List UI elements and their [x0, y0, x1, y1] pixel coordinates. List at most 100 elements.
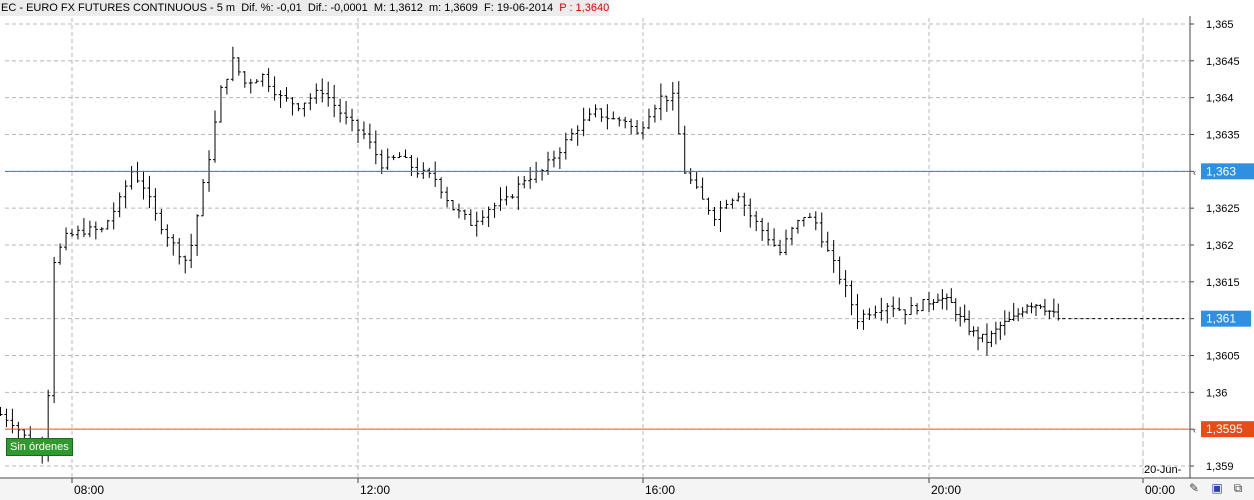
- price-bar: [754, 211, 759, 232]
- price-bar: [141, 170, 146, 200]
- price-bar: [171, 234, 176, 256]
- price-bar: [242, 71, 247, 88]
- price-bar: [456, 203, 461, 219]
- price-bar: [213, 110, 217, 163]
- price-bar: [825, 231, 830, 252]
- price-bar: [99, 227, 104, 233]
- price-bar: [1051, 298, 1056, 318]
- y-tick-label: 1,365: [1206, 19, 1234, 31]
- price-bar: [486, 206, 491, 227]
- header-symbol: EC: [1, 2, 17, 14]
- price-bar: [784, 229, 788, 256]
- price-bar: [522, 176, 527, 189]
- price-bar: [569, 128, 574, 141]
- price-bar: [224, 78, 229, 95]
- price-bar: [646, 108, 651, 130]
- price-bar: [1056, 303, 1061, 321]
- x-tick-label: 20:00: [931, 483, 961, 497]
- price-bar: [93, 221, 98, 240]
- price-bar: [940, 289, 945, 310]
- price-bar: [254, 79, 259, 84]
- x-tick-label: 16:00: [645, 483, 675, 497]
- price-bar: [492, 202, 497, 218]
- price-bar: [504, 186, 509, 206]
- price-bar: [706, 197, 711, 215]
- price-bar: [819, 212, 824, 248]
- price-bar: [314, 83, 319, 104]
- price-bar: [1016, 308, 1021, 322]
- price-bar: [332, 84, 337, 118]
- price-bar: [296, 102, 301, 112]
- price-bar: [617, 116, 622, 127]
- price-bar: [873, 305, 878, 319]
- price-bar: [451, 200, 455, 211]
- price-bar: [159, 209, 164, 235]
- price-bar: [52, 256, 57, 403]
- y-tick-label: 1,3645: [1206, 56, 1240, 68]
- price-bar: [748, 198, 753, 228]
- price-bar: [320, 78, 325, 103]
- price-bar: [123, 180, 128, 208]
- save-icon[interactable]: ▣: [1211, 481, 1223, 495]
- price-bar: [356, 119, 360, 144]
- price-bar: [218, 85, 223, 123]
- price-bar: [599, 108, 604, 122]
- y-tick-label: 1,3635: [1206, 130, 1240, 142]
- price-bar: [498, 187, 503, 211]
- last-price-tag: [1201, 310, 1251, 327]
- price-bar: [70, 228, 74, 237]
- price-bar: [891, 296, 896, 318]
- price-bar: [789, 226, 794, 245]
- price-bar: [195, 214, 200, 256]
- price-bar: [635, 120, 640, 135]
- price-bar: [433, 161, 438, 187]
- chart-header: EC - EURO FX FUTURES CONTINUOUS - 5 m Di…: [0, 0, 610, 16]
- level-tag-label: 1,3595: [1206, 422, 1243, 436]
- price-bar: [201, 179, 206, 217]
- header-price: P : 1,3640: [559, 2, 610, 14]
- price-bar: [760, 218, 765, 241]
- price-bar: [849, 280, 854, 316]
- price-bar: [885, 302, 890, 324]
- price-bar: [409, 155, 414, 177]
- price-bar: [587, 108, 592, 122]
- price-bar: [641, 121, 645, 140]
- price-bar: [266, 68, 271, 92]
- chart-color-icon[interactable]: ✎: [1188, 481, 1200, 495]
- price-bar: [248, 78, 253, 94]
- price-bar: [935, 293, 940, 303]
- window-icon[interactable]: ⧉: [1233, 481, 1243, 495]
- date-marker: 20-Jun-: [1144, 464, 1182, 476]
- price-bar: [117, 192, 122, 218]
- price-bar: [344, 101, 349, 125]
- price-bar: [1011, 302, 1016, 321]
- header-min: m: 1,3609: [428, 2, 478, 14]
- price-bar: [4, 408, 9, 428]
- orders-status-badge[interactable]: Sin órdenes: [6, 438, 73, 456]
- price-bar: [931, 299, 936, 311]
- price-bar: [718, 200, 723, 232]
- level-arrow: ‹: [1193, 425, 1196, 435]
- level-tag: [1201, 421, 1254, 438]
- price-bar: [700, 177, 705, 200]
- price-bar: [658, 83, 663, 121]
- header-dif: Dif.: -0,0001: [307, 2, 368, 14]
- price-bar: [177, 238, 182, 265]
- price-bar: [480, 210, 485, 225]
- price-bar: [111, 202, 116, 230]
- price-bar: [64, 227, 69, 251]
- price-bar: [742, 192, 747, 217]
- price-bar: [581, 107, 586, 137]
- price-bar: [593, 104, 598, 118]
- price-bar: [557, 147, 562, 170]
- price-bar: [58, 243, 63, 265]
- price-bar: [105, 219, 110, 230]
- price-bar: [16, 421, 21, 441]
- price-bar: [903, 309, 908, 325]
- price-bar: [474, 211, 479, 237]
- price-bar: [278, 90, 283, 108]
- price-bar: [230, 46, 235, 82]
- price-bar: [958, 306, 963, 327]
- price-bar: [284, 87, 289, 102]
